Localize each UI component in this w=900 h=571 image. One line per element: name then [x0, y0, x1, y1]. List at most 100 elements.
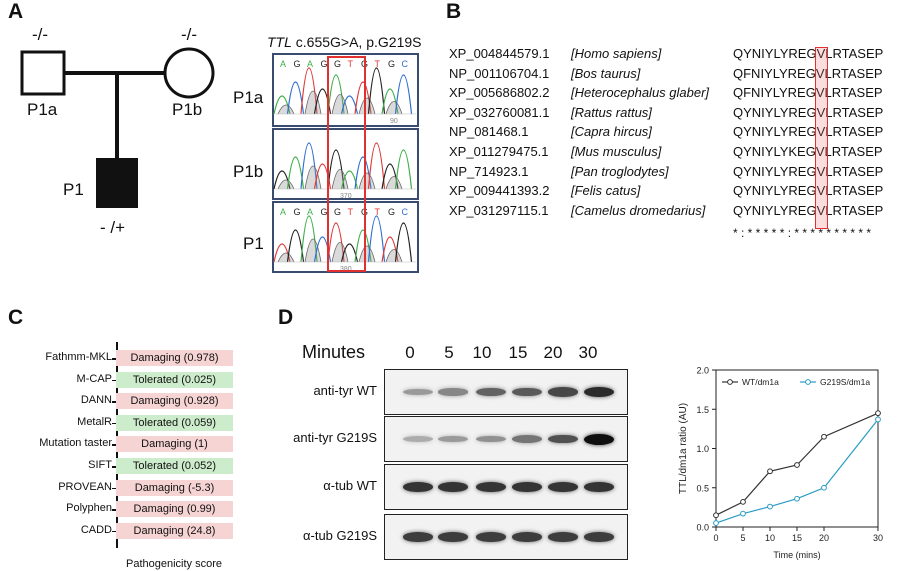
- timepoint-label: 0: [405, 343, 415, 362]
- trace-peak: [331, 94, 349, 115]
- child-square: [96, 158, 138, 208]
- blot-band: [476, 435, 506, 443]
- timepoint-label: 20: [543, 343, 563, 362]
- x-tick-label: 10: [765, 533, 775, 543]
- chromatogram-title: TTL c.655G>A, p.G219S: [267, 34, 421, 50]
- conserved-residue: G: [805, 144, 816, 159]
- accession-id: NP_714923.1: [449, 163, 529, 179]
- blot-band: [476, 482, 506, 492]
- data-point: [767, 468, 773, 475]
- legend-label: G219S/dm1a: [820, 377, 870, 387]
- conserved-residue: G: [806, 46, 817, 61]
- accession-id: XP_011279475.1: [449, 144, 549, 159]
- sequence-pre: QYNIYLYRE: [733, 124, 807, 140]
- accession-id: NP_081468.1: [449, 124, 529, 140]
- trace-peak: [277, 252, 295, 263]
- conserved-residue: G: [806, 124, 817, 140]
- trace-peak: [367, 142, 386, 190]
- panel-letter-d: D: [278, 306, 294, 329]
- score-pill: Damaging (0.928): [116, 393, 233, 410]
- blot-strip: [384, 369, 628, 415]
- axis-tick: [112, 466, 117, 468]
- series-line: [715, 419, 879, 524]
- variant-name: c.655G>A, p.G219S: [291, 34, 422, 50]
- blot-strip: [384, 514, 628, 560]
- axis-tick: [112, 487, 117, 490]
- panel-letter-c: C: [8, 306, 24, 329]
- axis-tick: [112, 401, 117, 403]
- tool-name: M-CAP: [76, 372, 112, 385]
- timepoint-label: 5: [444, 343, 454, 362]
- consensus-line: * : * * * * * : * * * * * * * * * *: [733, 226, 872, 240]
- sequence-post: VLRTASEP: [816, 163, 884, 179]
- base-call: G: [388, 59, 395, 69]
- base-call: G: [294, 59, 301, 69]
- axis-tick: [112, 358, 117, 360]
- sequence-pre: QFNIYLYRE: [733, 65, 806, 81]
- blot-band: [476, 387, 506, 397]
- axis-tick: [112, 444, 117, 446]
- base-call: G: [321, 207, 328, 217]
- trace-peak: [358, 172, 376, 190]
- trace-peak: [327, 222, 345, 263]
- conserved-residue: G: [806, 202, 817, 218]
- accession-id: XP_004844579.1: [449, 46, 550, 61]
- base-call: C: [402, 207, 409, 217]
- father-label: P1a: [27, 100, 58, 119]
- sequence: QFNIYLYREGVLRTASEP: [733, 85, 883, 100]
- blot-row-label: anti-tyr WT: [313, 383, 377, 398]
- blot-band: [438, 532, 468, 542]
- score-pill: Tolerated (0.025): [116, 371, 233, 388]
- y-tick-label: 1.0: [696, 444, 709, 454]
- sequence-post: VLRTASEP: [816, 104, 884, 120]
- minutes-label: Minutes: [302, 342, 366, 362]
- y-tick-label: 1.5: [696, 405, 709, 415]
- timepoint-label: 30: [578, 343, 598, 362]
- sequence-pre: QYNIYLYRE: [733, 46, 807, 61]
- sequence-post: VLRTASEP: [816, 46, 884, 61]
- sequence-post: VLRTASEP: [815, 65, 883, 81]
- conserved-residue: G: [805, 65, 816, 81]
- score-pill: Damaging (-5.3): [116, 479, 233, 496]
- trace-peak: [300, 215, 318, 263]
- tool-name: MetalR: [77, 415, 112, 428]
- mother-label: P1b: [172, 100, 203, 119]
- legend-label: WT/dm1a: [742, 377, 779, 387]
- score-pill: Damaging (0.978): [116, 350, 233, 366]
- position-label: 380: [340, 266, 352, 273]
- blot-band: [584, 482, 614, 492]
- sequence: QYNIYLYREGVLRTASEP: [733, 46, 883, 61]
- base-call: T: [375, 59, 381, 69]
- data-point: [740, 498, 746, 505]
- trace-peak: [327, 74, 345, 115]
- x-tick-label: 5: [740, 533, 745, 543]
- base-call: A: [280, 207, 286, 217]
- base-call: G: [334, 207, 341, 217]
- trace-peak: [277, 179, 295, 190]
- species-name: [Camelus dromedarius]: [571, 202, 706, 218]
- pedigree-chart: [20, 47, 215, 208]
- blot-band: [438, 482, 468, 492]
- tool-name: SIFT: [88, 459, 112, 471]
- father-genotype: -/-: [32, 25, 49, 44]
- trace-peak: [385, 249, 403, 263]
- trace-peak: [358, 245, 376, 263]
- variant-highlight-box: [327, 56, 366, 272]
- blot-band: [548, 387, 578, 397]
- base-call: A: [280, 59, 286, 69]
- blot-band: [512, 532, 542, 542]
- timepoint-label: 10: [472, 343, 492, 362]
- blot-band: [584, 532, 614, 542]
- trace-peak: [304, 90, 322, 115]
- axis-tick: [112, 530, 117, 533]
- trace-peak: [394, 149, 413, 190]
- data-point: [875, 410, 881, 417]
- position-label: 370: [340, 193, 352, 200]
- trace-peak: [394, 74, 413, 115]
- blot-row-label: α-tub G219S: [302, 528, 377, 543]
- legend-marker: [805, 379, 811, 385]
- blot-band: [584, 386, 614, 398]
- score-pill: Damaging (24.8): [116, 522, 233, 539]
- sequence-post: VLRTASEP: [816, 183, 884, 199]
